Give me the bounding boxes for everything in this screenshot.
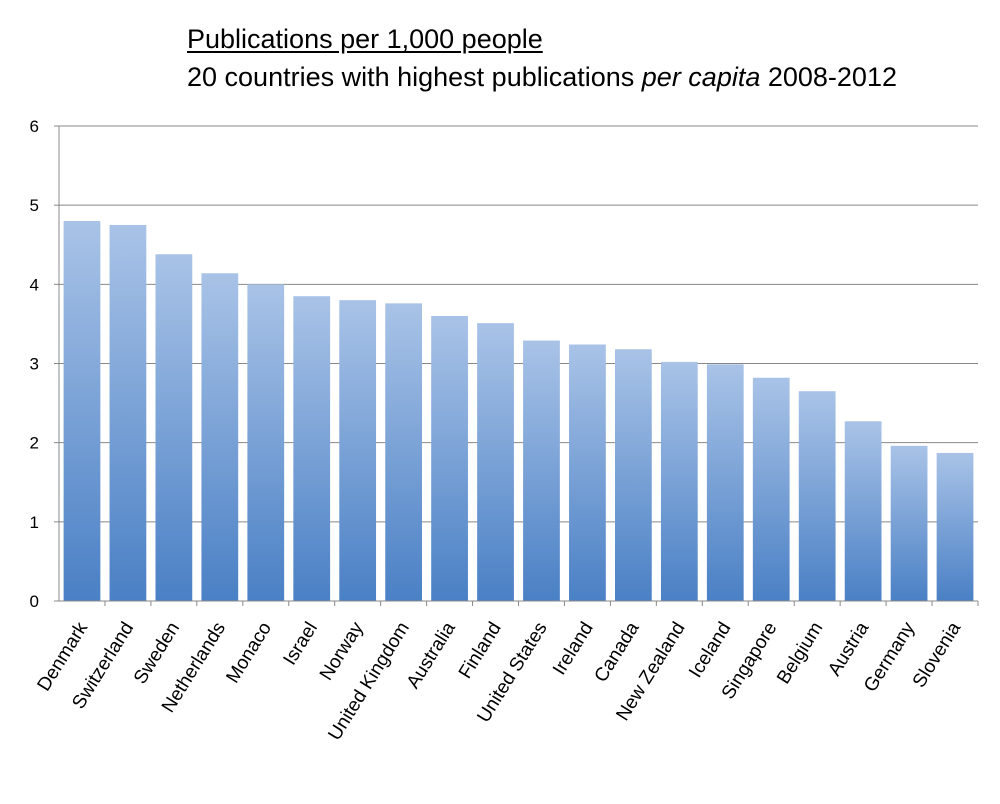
bar-australia	[431, 316, 468, 601]
x-category-label-monaco: Monaco	[222, 619, 276, 687]
chart-title-block: Publications per 1,000 people 20 countri…	[187, 20, 897, 96]
bar-belgium	[798, 391, 836, 601]
subtitle-part-1: 20 countries with highest publications	[187, 62, 642, 92]
x-category-label-belgium: Belgium	[773, 619, 827, 688]
bar-netherlands	[201, 273, 239, 601]
axes	[54, 125, 979, 606]
subtitle-part-3: 2008-2012	[760, 62, 897, 92]
bar-ireland	[569, 344, 606, 601]
chart-title: Publications per 1,000 people	[187, 24, 543, 54]
bar-austria	[844, 421, 882, 601]
bar-germany	[890, 445, 928, 601]
bars	[63, 221, 974, 602]
bar-switzerland	[109, 224, 147, 602]
x-category-label-austria: Austria	[824, 618, 873, 680]
subtitle-part-2: per capita	[641, 62, 761, 92]
x-category-label-finland: Finland	[455, 619, 506, 683]
bar-singapore	[752, 377, 790, 601]
chart-subtitle: 20 countries with highest publications p…	[187, 58, 897, 96]
y-tick-label: 0	[30, 592, 39, 611]
y-tick-label: 5	[30, 196, 39, 215]
bar-monaco	[247, 284, 285, 601]
bar-united-kingdom	[385, 303, 423, 601]
gridlines	[59, 125, 978, 523]
y-tick-label: 2	[30, 434, 39, 453]
bar-finland	[477, 323, 514, 601]
bar-canada	[614, 349, 652, 601]
bar-sweden	[155, 254, 193, 601]
bar-new-zealand	[660, 361, 698, 601]
bar-united-states	[523, 340, 560, 601]
y-tick-labels: 0 1 2 3 4 5 6	[30, 117, 39, 611]
bar-slovenia	[936, 452, 974, 601]
y-tick-label: 3	[30, 355, 39, 374]
bar-denmark	[63, 221, 101, 601]
y-tick-label: 1	[30, 513, 39, 532]
bar-iceland	[706, 364, 744, 601]
y-tick-label: 6	[30, 117, 39, 136]
x-category-labels: DenmarkSwitzerlandSwedenNetherlandsMonac…	[34, 618, 966, 744]
bar-norway	[339, 300, 377, 601]
x-category-label-israel: Israel	[280, 619, 322, 670]
bar-israel	[293, 296, 331, 601]
x-category-label-ireland: Ireland	[549, 619, 598, 679]
x-category-label-iceland: Iceland	[685, 619, 735, 682]
y-tick-label: 4	[30, 275, 39, 294]
